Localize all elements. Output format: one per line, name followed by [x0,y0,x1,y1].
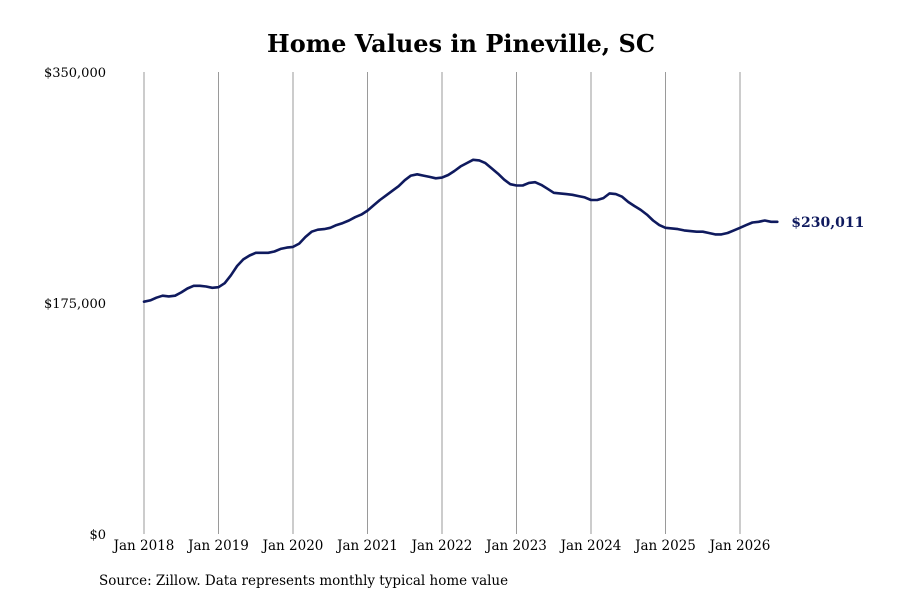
x-tick-label: Jan 2020 [261,538,324,554]
series-line [142,158,779,303]
gridlines [143,72,741,534]
x-tick-label: Jan 2024 [559,538,622,554]
x-tick-label: Jan 2026 [708,538,771,554]
x-tick-label: Jan 2023 [484,538,547,554]
y-tick-label: $350,000 [44,66,106,81]
y-axis-ticks: $0 $175,000 $350,000 [44,66,106,543]
x-tick-label: Jan 2022 [410,538,473,554]
x-tick-label: Jan 2018 [112,538,175,554]
source-note: Source: Zillow. Data represents monthly … [99,573,509,589]
x-tick-label: Jan 2025 [633,538,696,554]
x-tick-label: Jan 2019 [186,538,249,554]
chart-title: Home Values in Pineville, SC [267,29,655,58]
x-axis-ticks: Jan 2018 Jan 2019 Jan 2020 Jan 2021 Jan 2022… [112,538,771,554]
y-tick-label: $175,000 [44,297,106,312]
x-tick-label: Jan 2021 [335,538,398,554]
y-tick-label: $0 [89,528,106,543]
end-value-label: $230,011 [791,215,864,231]
